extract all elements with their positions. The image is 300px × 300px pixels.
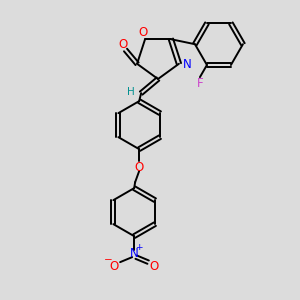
Text: O: O — [149, 260, 159, 273]
Text: N: N — [130, 247, 139, 260]
Text: F: F — [196, 76, 203, 90]
Text: O: O — [134, 160, 144, 174]
Text: O: O — [138, 26, 148, 39]
Text: O: O — [118, 38, 127, 50]
Text: O: O — [110, 260, 119, 273]
Text: N: N — [182, 58, 191, 71]
Text: H: H — [127, 87, 135, 97]
Text: +: + — [135, 243, 143, 252]
Text: −: − — [104, 255, 112, 265]
